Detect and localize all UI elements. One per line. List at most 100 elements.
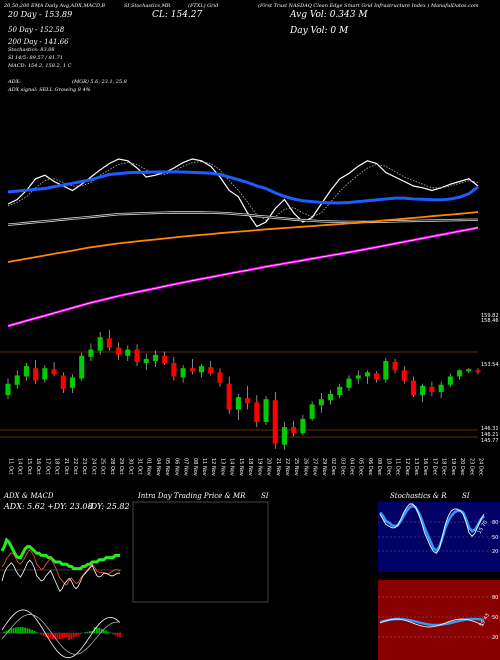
candle-body [355,375,361,379]
macd-bar [68,633,70,641]
x-tick-label: 22 Nov [284,458,290,476]
x-tick-label: 21 Nov [275,458,281,476]
x-tick-label: 30 Oct [127,458,133,475]
candle-body [364,372,370,377]
candle-body [5,383,11,396]
candle-body [429,386,435,392]
intraday-box [132,501,269,603]
macd-bar [72,633,75,638]
candle-body [97,337,103,351]
rsi-level-label: 20 [492,635,498,641]
x-tick-label: 29 Oct [118,458,124,475]
candle-body [152,354,158,361]
price-label: 153.54 [481,362,499,368]
x-tick-label: 29 Nov [321,458,327,476]
candle-body [337,386,343,396]
candle-body [420,385,426,396]
macd-bar [3,631,6,634]
avg-volume: Avg Vol: 0.343 M [290,10,368,20]
candle-body [208,367,214,374]
macd-bar [79,633,82,635]
candle-body [23,366,29,377]
candle-body [281,427,288,445]
candle-body [300,418,306,434]
stoch-level-label: 80 [492,520,498,526]
x-tick-label: 11 Nov [201,458,207,476]
candle-body [171,363,177,377]
adx-bg [0,512,122,660]
adx-macd-plot [0,512,122,660]
ema50-readout: 50 Day - 152.58 [8,26,65,34]
candle-body [235,397,241,410]
macd-bar [35,632,38,634]
x-tick-label: 02 Dec [330,458,336,476]
price-label: 145.77 [481,438,499,444]
macd-bar [26,628,29,634]
rsi-level-label: 50 [492,615,498,621]
x-tick-label: 15 Oct [26,458,32,475]
x-tick-label: 16 Dec [422,458,428,476]
stoch-d-line [379,503,485,554]
x-tick-label: 07 Nov [183,458,189,476]
macd-signal-line [1,614,121,655]
x-tick-label: 23 Oct [81,458,87,475]
x-tick-label: 16 Oct [35,458,41,475]
intraday-panel: Intra Day Trading Price & MR SI [126,490,376,660]
signal-line [7,161,479,221]
day-volume: Day Vol: 0 M [290,26,349,36]
x-tick-label: 12 Dec [404,458,410,476]
x-tick-label: 25 Oct [100,458,106,475]
candle-body [51,369,57,375]
x-tick-label: 23 Dec [468,458,474,476]
macd-bar [12,627,15,634]
pdi-line [1,559,120,593]
header-indicators-2: SI,Stochastics,MR [124,3,171,9]
intraday-si: SI [261,492,269,500]
candle-body [162,355,168,364]
candle-body [392,362,398,371]
macd-bar [38,633,40,634]
candle-body [42,368,48,380]
macd-bar [58,633,61,640]
macd-bar [28,628,31,634]
header-indicators: 20,50,200 EMA Daily Avg,ADX,MACD,B [4,3,106,9]
candle-body [328,394,334,401]
macd-bar [98,627,101,634]
rsi-signal-line [379,618,485,628]
x-tick-label: 22 Oct [72,458,78,475]
candle-body [457,370,463,377]
ema20-line [7,170,479,205]
mdi-line [1,549,121,586]
x-tick-label: 17 Dec [431,458,437,476]
macd-bar [116,633,119,637]
candle-body [125,349,131,356]
macd-bar [56,633,59,640]
macd-bar [49,633,52,639]
candle-body [79,355,85,379]
candle-body [383,360,389,380]
stoch-rsi-panel: Stochastics & R SI 80 50 20 80 50 20 15 70 55 4… [378,490,500,660]
header-ticker: (FTXL) Grid [188,3,219,9]
ema200-readout: 200 Day - 141.66 [8,38,69,46]
x-tick-label: 12 Nov [210,458,216,476]
candle-body [189,368,195,372]
macd-bar [14,627,17,634]
macd-bar [31,629,33,634]
x-tick-label: 18 Oct [54,458,60,475]
x-tick-label: 11 Dec [395,458,401,476]
macd-bar [52,633,54,640]
candle-body [401,370,407,381]
adx-panel-title: ADX & MACD [4,492,54,500]
x-tick-label: 06 Dec [367,458,373,476]
x-tick-label: 24 Dec [478,458,484,476]
x-tick-label: 05 Dec [358,458,364,476]
macd-bar [65,633,68,638]
stoch-level-label: 20 [492,549,498,555]
candle-body [309,404,315,419]
mdi-value: -DY: 25.82 [88,502,130,511]
ema200-line [7,211,479,263]
adx-signal: ADX signal: SELL Growing 8 4% [8,87,91,93]
candle-body [318,399,324,406]
macd-bar [10,628,13,634]
